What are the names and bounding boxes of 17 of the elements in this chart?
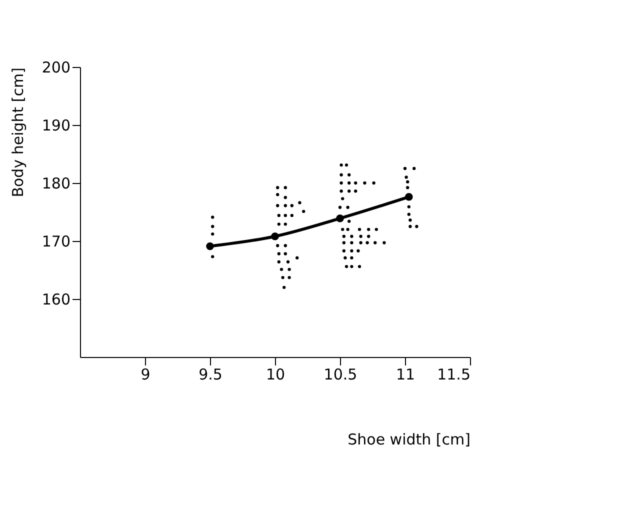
- y-tick-label: 200: [42, 58, 70, 76]
- x-tick-label: 9.5: [198, 366, 222, 384]
- x-tick-label: 10: [266, 366, 286, 384]
- x-tick-label: 11: [396, 366, 416, 384]
- y-axis-title: Body height [cm]: [8, 68, 27, 198]
- y-tick-label: 190: [42, 116, 70, 134]
- x-axis-title: Shoe width [cm]: [348, 430, 470, 448]
- y-tick-label: 160: [42, 290, 70, 308]
- x-tick-label: 9: [140, 366, 150, 384]
- point: [405, 193, 413, 201]
- x-tick-label: 10.5: [324, 366, 358, 384]
- point: [271, 232, 279, 240]
- point: [336, 214, 344, 222]
- y-tick-label: 170: [42, 232, 70, 250]
- x-tick-label: 11.5: [437, 366, 470, 384]
- point: [206, 242, 214, 250]
- y-tick-label: 180: [42, 174, 70, 192]
